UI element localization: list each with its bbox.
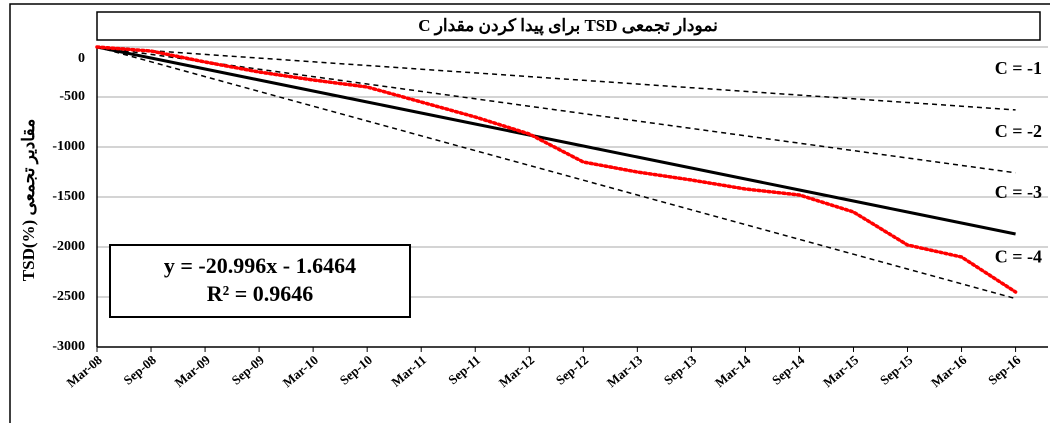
series-line xyxy=(95,45,1018,294)
title-box xyxy=(96,11,1041,41)
series-line xyxy=(96,46,1016,174)
y-tick-label: 0 xyxy=(78,51,85,66)
y-tick-label: -2500 xyxy=(52,289,85,304)
equation-box xyxy=(109,244,411,318)
x-tick-label: Sep-16 xyxy=(985,352,1024,388)
x-tick-label: Sep-11 xyxy=(445,352,483,387)
x-tick-label: Mar-10 xyxy=(280,352,321,390)
chart-frame xyxy=(9,3,1050,428)
series-line xyxy=(96,46,1016,111)
chart-title: نمودار تجمعی TSD برای پیدا کردن مقدار C xyxy=(418,16,718,36)
x-tick-label: Mar-13 xyxy=(604,352,646,390)
x-tick-label: Mar-12 xyxy=(496,352,537,390)
x-tick-label: Mar-09 xyxy=(172,352,214,390)
series-label: C = -4 xyxy=(995,247,1042,267)
y-tick-label: -500 xyxy=(59,89,85,104)
x-tick-label: Sep-12 xyxy=(553,352,591,388)
y-tick-label: -3000 xyxy=(52,339,85,354)
x-tick-label: Sep-14 xyxy=(769,352,808,388)
series-label: C = -1 xyxy=(995,58,1042,78)
x-tick-label: Sep-09 xyxy=(229,352,268,388)
x-tick-label: Sep-08 xyxy=(120,352,159,388)
x-tick-label: Mar-15 xyxy=(820,352,862,390)
equation-text: y = -20.996x - 1.6464 xyxy=(164,253,356,278)
series-line xyxy=(96,46,1016,300)
series-label: C = -3 xyxy=(995,182,1042,202)
y-tick-label: -2000 xyxy=(52,239,85,254)
x-tick-label: Mar-11 xyxy=(388,352,429,390)
series-line xyxy=(96,45,1016,236)
series-label: C = -2 xyxy=(995,121,1042,141)
x-tick-label: Sep-13 xyxy=(661,352,700,388)
x-tick-label: Sep-15 xyxy=(877,352,916,388)
x-tick-label: Sep-10 xyxy=(337,352,375,388)
x-tick-label: Mar-16 xyxy=(928,352,970,390)
x-tick-label: Mar-08 xyxy=(63,352,105,390)
y-tick-label: -1500 xyxy=(52,189,85,204)
y-axis-label: TSD(%) مقادیر تجمعی xyxy=(19,119,39,281)
x-tick-label: Mar-14 xyxy=(712,352,754,390)
equation-text: R² = 0.9646 xyxy=(207,281,314,306)
y-tick-label: -1000 xyxy=(52,139,85,154)
